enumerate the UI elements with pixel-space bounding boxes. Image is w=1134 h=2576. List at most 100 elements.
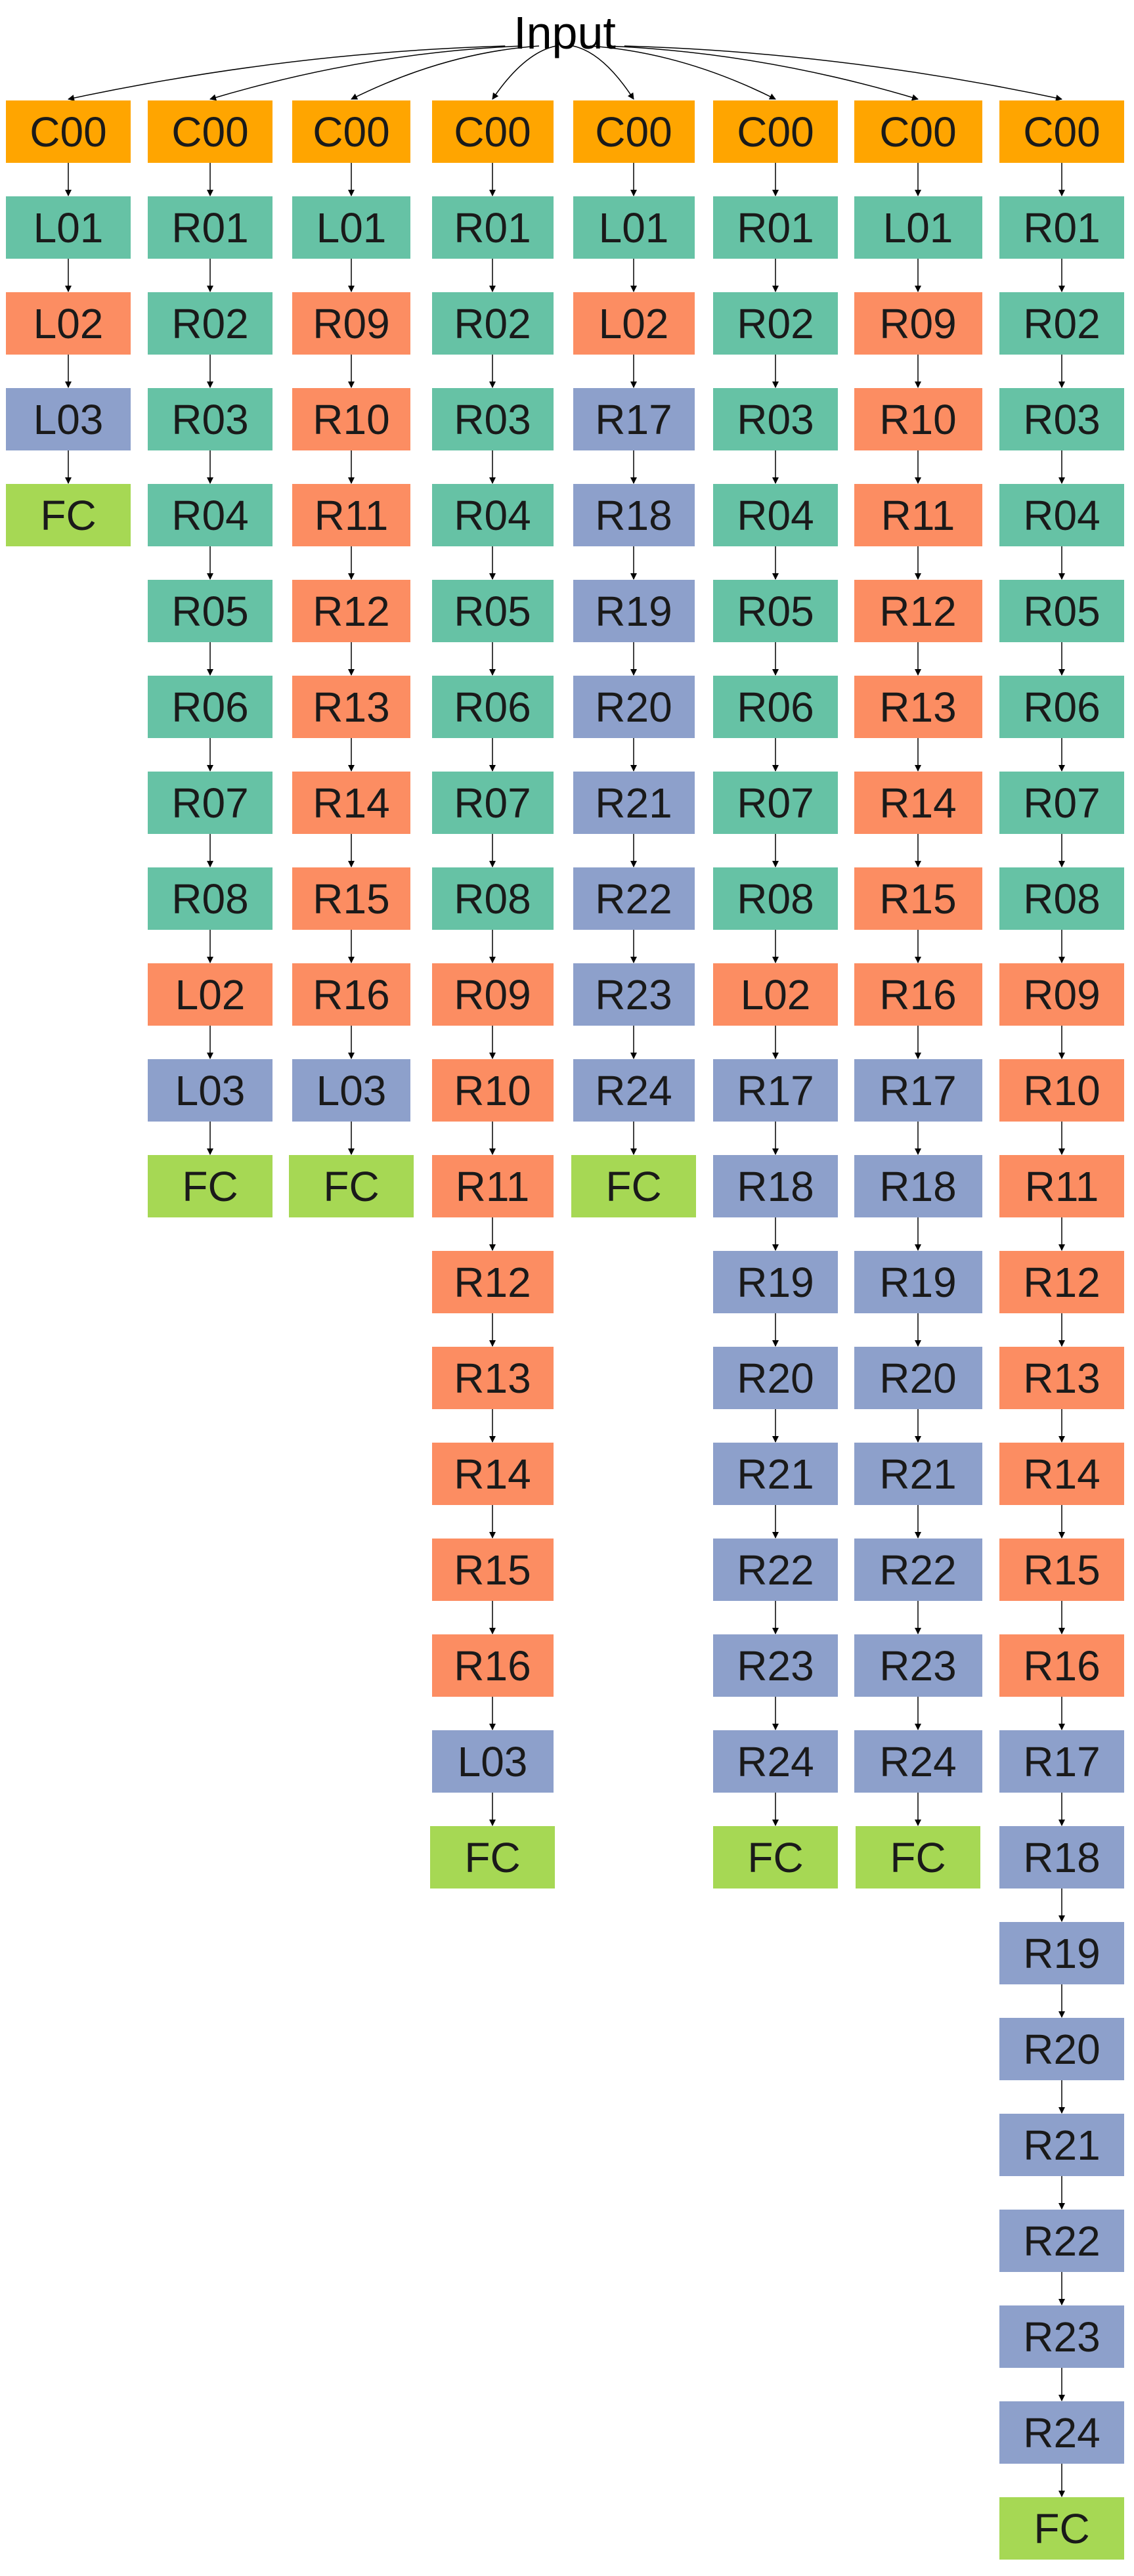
node-r13-col8: R13	[999, 1347, 1124, 1409]
node-l03-col2: L03	[148, 1059, 273, 1122]
input-edge-col-2	[209, 45, 523, 101]
node-r05-col2: R05	[148, 580, 273, 642]
node-r19-col5: R19	[573, 580, 695, 642]
node-r23-col5: R23	[573, 963, 695, 1026]
node-r24-col6: R24	[713, 1730, 838, 1793]
node-l01-col3: L01	[292, 196, 410, 259]
node-r08-col4: R08	[431, 867, 554, 930]
input-edge-col-6	[590, 45, 776, 100]
input-edge-col-5	[573, 45, 634, 100]
node-r20-col6: R20	[713, 1347, 838, 1409]
node-r21-col5: R21	[573, 772, 695, 834]
node-r12-col3: R12	[292, 580, 410, 642]
node-l03-col1: L03	[6, 388, 131, 450]
node-r16-col4: R16	[431, 1634, 554, 1697]
node-c00-col7: C00	[854, 100, 982, 163]
node-l02-col6: L02	[713, 963, 838, 1026]
node-r02-col8: R02	[999, 292, 1124, 355]
node-r13-col3: R13	[292, 676, 410, 738]
node-r15-col3: R15	[292, 867, 410, 930]
node-r01-col2: R01	[148, 196, 273, 259]
node-r06-col4: R06	[431, 676, 554, 738]
node-r17-col5: R17	[573, 388, 695, 450]
node-r22-col7: R22	[854, 1539, 982, 1601]
node-l01-col5: L01	[573, 196, 695, 259]
node-r10-col3: R10	[292, 388, 410, 450]
node-r14-col7: R14	[854, 772, 982, 834]
node-r07-col8: R07	[999, 772, 1124, 834]
node-r06-col8: R06	[999, 676, 1124, 738]
node-c00-col6: C00	[713, 100, 838, 163]
node-r15-col8: R15	[999, 1539, 1124, 1601]
node-r09-col7: R09	[854, 292, 982, 355]
node-c00-col2: C00	[148, 100, 273, 163]
node-r15-col7: R15	[854, 867, 982, 930]
node-r07-col6: R07	[713, 772, 838, 834]
node-r09-col8: R09	[999, 963, 1124, 1026]
node-r24-col8: R24	[999, 2401, 1124, 2464]
node-r17-col8: R17	[999, 1730, 1124, 1793]
node-r05-col4: R05	[431, 580, 554, 642]
input-edge-col-8	[624, 45, 1062, 102]
node-r24-col5: R24	[573, 1059, 695, 1122]
node-r18-col6: R18	[713, 1155, 838, 1217]
node-r08-col2: R08	[148, 867, 273, 930]
node-r14-col8: R14	[999, 1443, 1124, 1505]
node-r22-col8: R22	[999, 2210, 1124, 2272]
node-r23-col8: R23	[999, 2305, 1124, 2368]
node-r04-col4: R04	[431, 484, 554, 546]
node-r18-col8: R18	[999, 1826, 1124, 1888]
node-r02-col6: R02	[713, 292, 838, 355]
input-edge-col-1	[68, 45, 506, 102]
node-fc-col1: FC	[6, 484, 131, 546]
node-r05-col8: R05	[999, 580, 1124, 642]
node-fc-col6: FC	[713, 1826, 838, 1888]
node-r18-col5: R18	[573, 484, 695, 546]
node-r19-col7: R19	[854, 1251, 982, 1313]
node-c00-col4: C00	[431, 100, 554, 163]
node-r01-col6: R01	[713, 196, 838, 259]
node-r12-col8: R12	[999, 1251, 1124, 1313]
node-l03-col4: L03	[431, 1730, 554, 1793]
node-r22-col6: R22	[713, 1539, 838, 1601]
node-r24-col7: R24	[854, 1730, 982, 1793]
node-r07-col4: R07	[431, 772, 554, 834]
node-r20-col7: R20	[854, 1347, 982, 1409]
node-r06-col6: R06	[713, 676, 838, 738]
node-r17-col7: R17	[854, 1059, 982, 1122]
node-c00-col5: C00	[573, 100, 695, 163]
node-r02-col4: R02	[431, 292, 554, 355]
input-node: Input	[513, 7, 616, 58]
node-r02-col2: R02	[148, 292, 273, 355]
node-fc-col2: FC	[148, 1155, 273, 1217]
node-r04-col6: R04	[713, 484, 838, 546]
node-r23-col7: R23	[854, 1634, 982, 1697]
node-fc-col3: FC	[289, 1155, 414, 1217]
node-l01-col7: L01	[854, 196, 982, 259]
node-r19-col8: R19	[999, 1922, 1124, 1984]
node-l02-col2: L02	[148, 963, 273, 1026]
node-r09-col4: R09	[431, 963, 554, 1026]
node-r06-col2: R06	[148, 676, 273, 738]
node-r21-col8: R21	[999, 2114, 1124, 2176]
node-r18-col7: R18	[854, 1155, 982, 1217]
node-r11-col7: R11	[854, 484, 982, 546]
node-r11-col3: R11	[292, 484, 410, 546]
node-r15-col4: R15	[431, 1539, 554, 1601]
node-r10-col4: R10	[431, 1059, 554, 1122]
node-r03-col6: R03	[713, 388, 838, 450]
node-r13-col4: R13	[431, 1347, 554, 1409]
node-fc-col5: FC	[571, 1155, 696, 1217]
node-r11-col4: R11	[431, 1155, 554, 1217]
node-r19-col6: R19	[713, 1251, 838, 1313]
node-r11-col8: R11	[999, 1155, 1124, 1217]
node-r08-col8: R08	[999, 867, 1124, 930]
node-r09-col3: R09	[292, 292, 410, 355]
node-r14-col4: R14	[431, 1443, 554, 1505]
input-edge-col-3	[351, 45, 540, 100]
node-l01-col1: L01	[6, 196, 131, 259]
node-c00-col3: C00	[292, 100, 410, 163]
node-r22-col5: R22	[573, 867, 695, 930]
